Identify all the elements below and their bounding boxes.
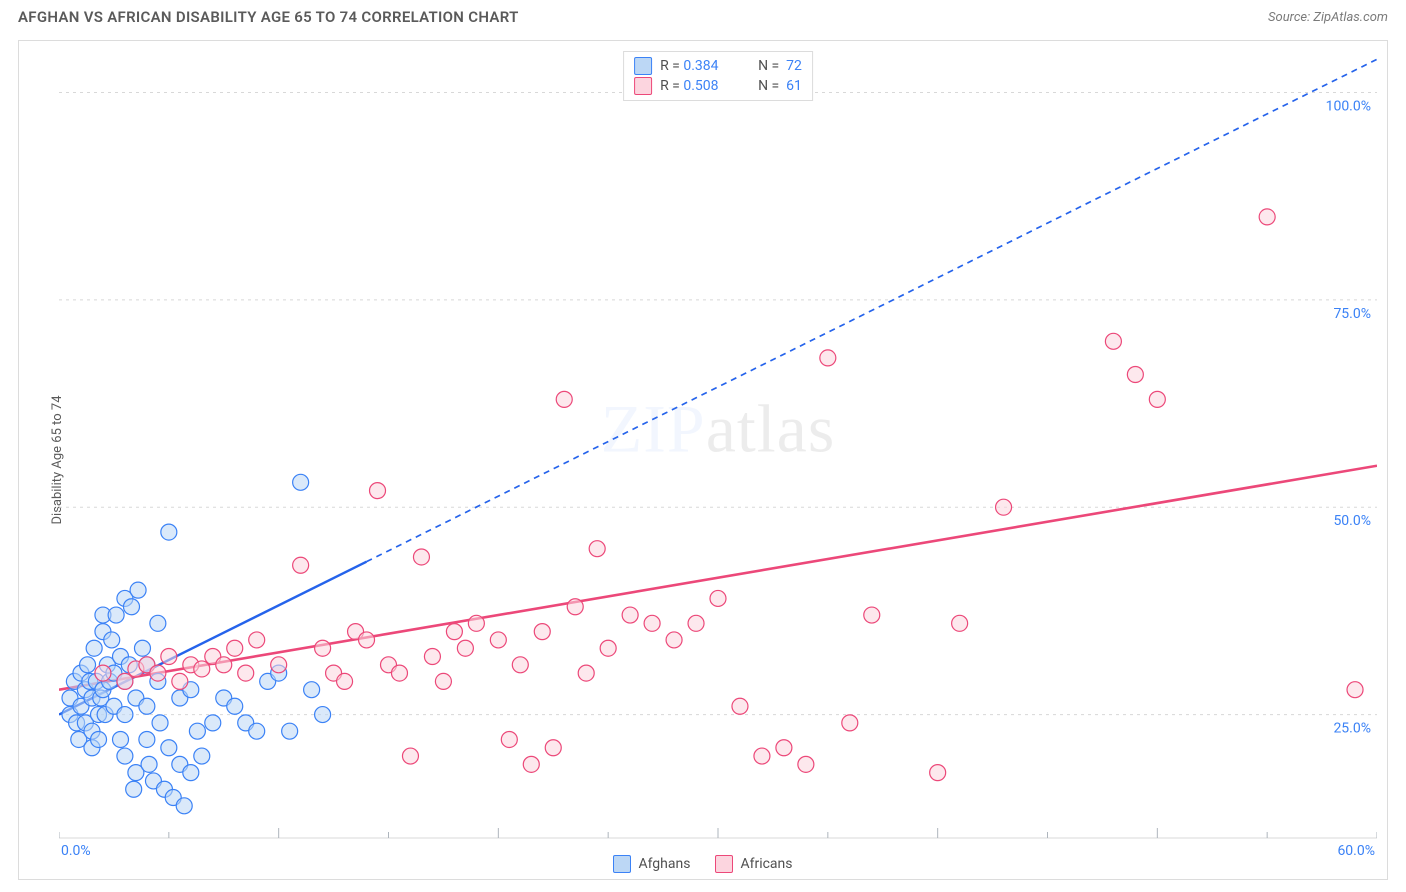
svg-text:50.0%: 50.0% xyxy=(1333,513,1371,529)
scatter-plot-svg: 25.0% 50.0% 75.0% 100.0% xyxy=(59,51,1377,839)
legend-item-afghans: Afghans xyxy=(613,855,690,873)
swatch-afghans-icon xyxy=(634,57,652,75)
legend-swatch-afghans-icon xyxy=(613,855,631,873)
svg-text:100.0%: 100.0% xyxy=(1326,98,1371,114)
legend: Afghans Africans xyxy=(19,855,1387,873)
x-axis-max-label: 60.0% xyxy=(1337,843,1375,859)
chart-title: AFGHAN VS AFRICAN DISABILITY AGE 65 TO 7… xyxy=(18,8,519,26)
swatch-africans-icon xyxy=(634,77,652,95)
x-axis-min-label: 0.0% xyxy=(61,843,91,859)
correlation-info-box: R = 0.384 N = 72 R = 0.508 N = 61 xyxy=(623,51,813,101)
svg-text:25.0%: 25.0% xyxy=(1333,721,1371,737)
legend-swatch-africans-icon xyxy=(715,855,733,873)
n-value-africans: 61 xyxy=(786,78,802,94)
info-row-africans: R = 0.508 N = 61 xyxy=(634,76,802,96)
plot-area: 25.0% 50.0% 75.0% 100.0% R = 0.384 N = 72 R… xyxy=(59,51,1377,839)
r-value-afghans: 0.384 xyxy=(683,58,718,74)
r-value-africans: 0.508 xyxy=(683,78,718,94)
legend-label-africans: Africans xyxy=(740,856,792,872)
n-value-afghans: 72 xyxy=(786,58,802,74)
info-row-afghans: R = 0.384 N = 72 xyxy=(634,56,802,76)
legend-label-afghans: Afghans xyxy=(638,856,690,872)
svg-text:75.0%: 75.0% xyxy=(1333,306,1371,322)
chart-container: Disability Age 65 to 74 25.0%50.0%75.0%1… xyxy=(18,40,1388,880)
legend-item-africans: Africans xyxy=(715,855,792,873)
source-attribution: Source: ZipAtlas.com xyxy=(1268,10,1388,25)
